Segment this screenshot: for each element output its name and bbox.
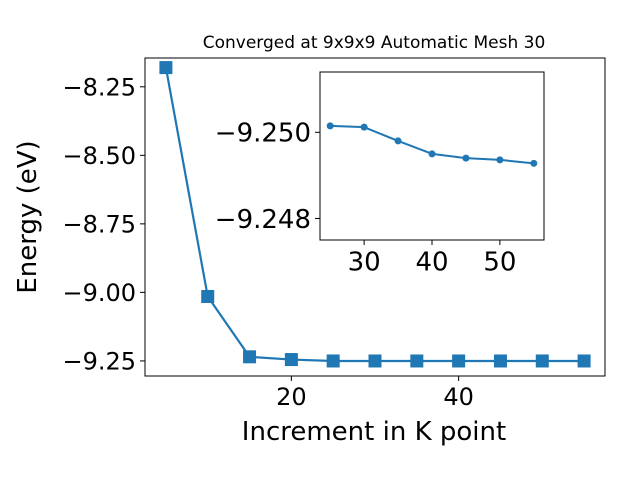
main-data-point: [535, 354, 549, 368]
main-data-point: [284, 353, 298, 367]
inset-x-ticks: 30 40 50: [348, 240, 516, 278]
main-x-ticks: 20 40: [276, 376, 474, 411]
inset-data-point: [326, 122, 334, 130]
main-y-tick-label: −9.25: [62, 348, 136, 376]
main-y-tick-label: −9.00: [62, 279, 136, 307]
main-data-point: [201, 290, 215, 303]
main-data-point: [577, 354, 591, 368]
chart-title: Converged at 9x9x9 Automatic Mesh 30: [203, 33, 546, 53]
inset-data-point: [496, 156, 504, 164]
inset-data-point: [394, 137, 402, 145]
inset-data-point: [360, 123, 368, 131]
inset-y-tick-label: −9.250: [215, 119, 311, 149]
main-data-point: [326, 354, 340, 368]
main-y-tick-label: −8.25: [62, 73, 136, 101]
main-x-tick-label: 20: [276, 383, 307, 411]
inset-x-tick-label: 50: [483, 248, 516, 278]
main-data-point: [368, 354, 382, 368]
inset-axes: 30 40 50 −9.250 −9.248: [215, 71, 545, 278]
main-y-ticks: −8.25 −8.50 −8.75 −9.00 −9.25: [62, 73, 145, 376]
main-y-tick-label: −8.75: [62, 210, 136, 238]
main-data-point: [159, 61, 173, 75]
main-data-point: [452, 354, 466, 368]
inset-data-point: [530, 159, 538, 167]
main-data-point: [243, 350, 257, 364]
main-x-tick-label: 40: [443, 383, 474, 411]
main-axes: Converged at 9x9x9 Automatic Mesh 30 20 4…: [13, 33, 606, 447]
main-y-tick-label: −8.50: [62, 142, 136, 170]
x-axis-label: Increment in K point: [242, 417, 506, 447]
inset-plot-area: [326, 122, 538, 167]
main-plot-area: [159, 61, 591, 368]
y-axis-label: Energy (eV): [13, 140, 43, 293]
inset-data-point: [428, 150, 436, 158]
inset-data-point: [462, 154, 470, 162]
inset-x-tick-label: 40: [415, 248, 448, 278]
main-data-point: [410, 354, 424, 368]
main-axes-frame: [144, 57, 606, 377]
main-data-point: [493, 354, 507, 368]
inset-y-ticks: −9.250 −9.248: [215, 119, 320, 235]
inset-x-tick-label: 30: [348, 248, 381, 278]
inset-y-tick-label: −9.248: [215, 205, 311, 235]
